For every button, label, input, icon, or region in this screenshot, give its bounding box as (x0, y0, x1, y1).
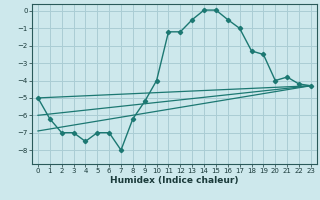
X-axis label: Humidex (Indice chaleur): Humidex (Indice chaleur) (110, 176, 239, 185)
